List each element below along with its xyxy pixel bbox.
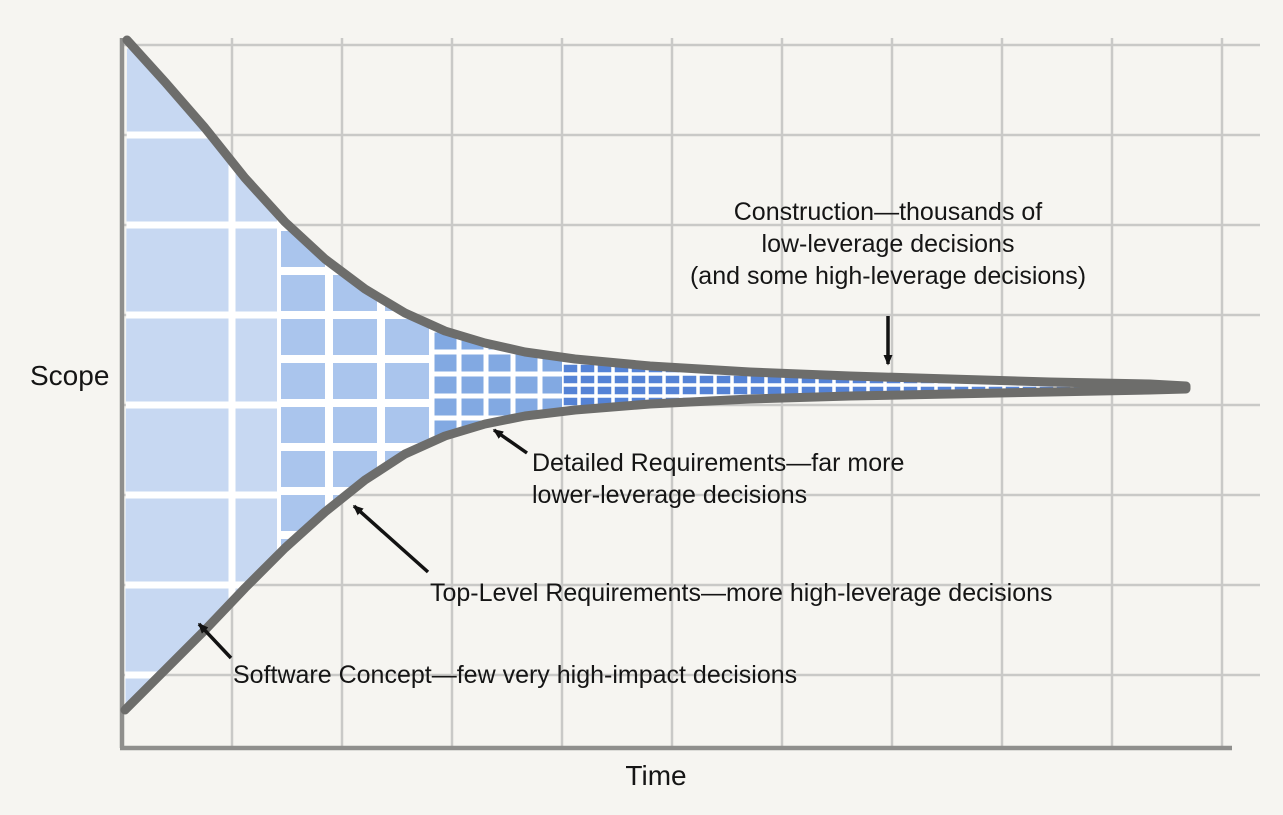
- annotation-line: Construction—thousands of: [733, 198, 1043, 226]
- annotation-line: (and some high-leverage decisions): [689, 262, 1087, 290]
- top-level-requirements-arrow-icon: [352, 504, 430, 574]
- x-axis-label: Time: [625, 760, 687, 791]
- top-level-requirements-annotation: Top-Level Requirements—more high-leverag…: [430, 577, 1053, 609]
- funnel-outline: [120, 35, 1191, 715]
- annotation-line: lower-leverage decisions: [532, 481, 808, 509]
- construction-annotation: Construction—thousands of low-leverage d…: [668, 196, 1108, 292]
- detailed-requirements-arrow-icon: [492, 428, 529, 455]
- annotation-line: low-leverage decisions: [761, 230, 1015, 258]
- detailed-requirements-annotation: Detailed Requirements—far more lower-lev…: [532, 447, 904, 511]
- annotation-line: Detailed Requirements—far more: [532, 449, 905, 477]
- annotation-arrows: [197, 316, 893, 660]
- annotation-line: Software Concept—few very high-impact de…: [233, 661, 798, 689]
- software-concept-arrow-icon: [197, 622, 233, 660]
- software-concept-annotation: Software Concept—few very high-impact de…: [233, 659, 797, 691]
- annotation-line: Top-Level Requirements—more high-leverag…: [430, 579, 1053, 607]
- y-axis-label: Scope: [30, 360, 110, 391]
- axes: [119, 38, 1232, 751]
